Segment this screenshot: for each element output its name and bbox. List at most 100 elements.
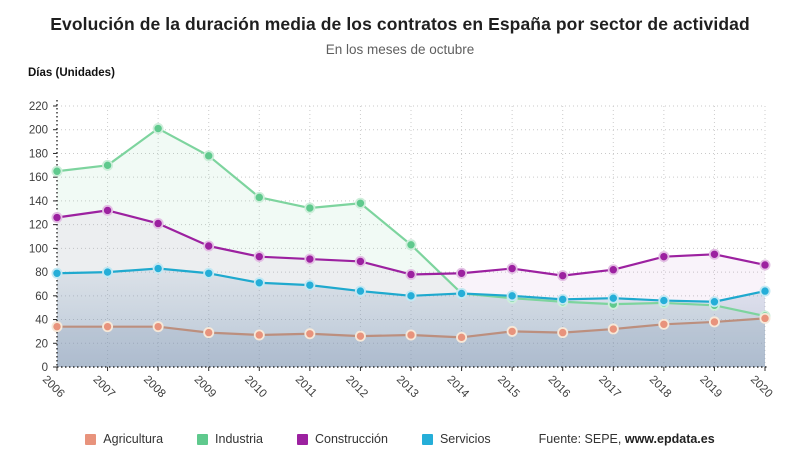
dot-construcción-2008[interactable] <box>152 217 164 229</box>
x-axis-labels: 2006 2007 2008 2009 2010 2011 2012 2013 2014 2015… <box>40 374 775 401</box>
dot-agricultura-2011[interactable] <box>304 328 316 340</box>
dot-agricultura-2010[interactable] <box>253 329 265 341</box>
dot-servicios-2015[interactable] <box>506 290 518 302</box>
legend-label: Agricultura <box>103 432 164 446</box>
dot-construcción-2010[interactable] <box>253 251 265 263</box>
svg-text:2016: 2016 <box>546 374 573 401</box>
dot-agricultura-2007[interactable] <box>102 321 114 333</box>
dot-servicios-2012[interactable] <box>354 285 366 297</box>
dot-industria-2012[interactable] <box>354 197 366 209</box>
dot-servicios-2008[interactable] <box>152 263 164 275</box>
dot-agricultura-2019[interactable] <box>708 316 720 328</box>
dot-construcción-2015[interactable] <box>506 263 518 275</box>
dot-servicios-2007[interactable] <box>102 266 114 278</box>
dot-servicios-2011[interactable] <box>304 279 316 291</box>
dot-servicios-2020[interactable] <box>759 285 771 297</box>
dot-servicios-2018[interactable] <box>658 295 670 307</box>
legend-item-servicios[interactable]: Servicios <box>421 432 491 446</box>
legend-swatch-icon <box>297 433 308 445</box>
dot-construcción-2019[interactable] <box>708 248 720 260</box>
series-agricultura <box>51 312 771 343</box>
svg-text:2007: 2007 <box>90 374 117 401</box>
y-axis-labels: 0 20 40 60 80 100 120 140 160 180 200 220 <box>29 101 48 374</box>
source-site: www.epdata.es <box>624 432 715 446</box>
dot-servicios-2019[interactable] <box>708 296 720 308</box>
dot-construcción-2014[interactable] <box>456 267 468 279</box>
dot-agricultura-2020[interactable] <box>759 312 771 324</box>
legend-label: Servicios <box>439 432 491 446</box>
legend-label: Industria <box>215 432 263 446</box>
dot-servicios-2017[interactable] <box>607 292 619 304</box>
svg-text:2011: 2011 <box>293 374 319 400</box>
dot-industria-2013[interactable] <box>405 239 417 251</box>
dot-agricultura-2015[interactable] <box>506 325 518 337</box>
dot-construcción-2013[interactable] <box>405 268 417 280</box>
dot-construcción-2007[interactable] <box>102 204 114 216</box>
axes <box>53 100 769 371</box>
dot-agricultura-2012[interactable] <box>354 330 366 342</box>
svg-text:2013: 2013 <box>394 374 421 401</box>
dot-construcción-2012[interactable] <box>354 255 366 267</box>
dot-industria-2009[interactable] <box>203 150 215 162</box>
dot-agricultura-2013[interactable] <box>405 329 417 341</box>
svg-text:120: 120 <box>29 220 48 232</box>
dot-industria-2008[interactable] <box>152 123 164 135</box>
legend-item-industria[interactable]: Industria <box>197 432 263 446</box>
dot-construcción-2009[interactable] <box>203 240 215 252</box>
dot-servicios-2016[interactable] <box>557 293 569 305</box>
svg-text:2008: 2008 <box>141 374 168 401</box>
dot-agricultura-2008[interactable] <box>152 321 164 333</box>
series-servicios <box>51 263 771 308</box>
svg-text:0: 0 <box>42 362 48 374</box>
dot-servicios-2009[interactable] <box>203 267 215 279</box>
legend-swatch-icon <box>421 433 433 445</box>
svg-text:40: 40 <box>35 315 48 327</box>
source-credit: Fuente: SEPE, www.epdata.es <box>539 432 715 446</box>
svg-text:140: 140 <box>29 196 48 208</box>
dot-servicios-2006[interactable] <box>51 267 63 279</box>
svg-text:20: 20 <box>35 338 48 350</box>
dot-construcción-2020[interactable] <box>759 259 771 271</box>
dot-industria-2007[interactable] <box>102 159 114 171</box>
dot-construcción-2016[interactable] <box>557 270 569 282</box>
dot-industria-2010[interactable] <box>253 191 265 203</box>
legend-swatch-icon <box>197 433 209 445</box>
dot-agricultura-2018[interactable] <box>658 318 670 330</box>
chart-legend: Agricultura Industria Construcción Servicio… <box>0 432 800 446</box>
dot-construcción-2017[interactable] <box>607 264 619 276</box>
dot-agricultura-2014[interactable] <box>456 331 468 343</box>
svg-text:60: 60 <box>35 291 48 303</box>
svg-text:2009: 2009 <box>192 374 219 401</box>
legend-label: Construcción <box>315 432 388 446</box>
dot-agricultura-2017[interactable] <box>607 323 619 335</box>
dot-agricultura-2016[interactable] <box>557 327 569 339</box>
chart-subtitle: En los meses de octubre <box>325 42 475 57</box>
svg-text:2014: 2014 <box>444 374 471 401</box>
dot-construcción-2018[interactable] <box>658 251 670 263</box>
area-agricultura <box>57 318 765 367</box>
dot-construcción-2006[interactable] <box>51 212 63 224</box>
svg-text:2017: 2017 <box>596 374 623 401</box>
dot-industria-2011[interactable] <box>304 202 316 214</box>
series-construcción <box>51 204 771 282</box>
svg-text:2019: 2019 <box>697 374 724 401</box>
svg-text:2015: 2015 <box>495 374 522 401</box>
dot-agricultura-2006[interactable] <box>51 321 63 333</box>
dot-industria-2006[interactable] <box>51 165 63 177</box>
svg-text:2020: 2020 <box>748 374 775 401</box>
legend-item-agricultura[interactable]: Agricultura <box>85 432 163 446</box>
dot-construcción-2011[interactable] <box>304 253 316 265</box>
svg-text:2012: 2012 <box>343 374 370 401</box>
svg-text:100: 100 <box>29 243 48 255</box>
dot-servicios-2014[interactable] <box>456 287 468 299</box>
legend-item-construcción[interactable]: Construcción <box>297 432 388 446</box>
source-prefix: Fuente: SEPE, <box>538 432 625 446</box>
svg-text:160: 160 <box>29 172 48 184</box>
svg-text:80: 80 <box>35 267 48 279</box>
dot-agricultura-2009[interactable] <box>203 327 215 339</box>
dot-servicios-2010[interactable] <box>253 277 265 289</box>
dot-servicios-2013[interactable] <box>405 290 417 302</box>
svg-text:2010: 2010 <box>242 374 269 401</box>
